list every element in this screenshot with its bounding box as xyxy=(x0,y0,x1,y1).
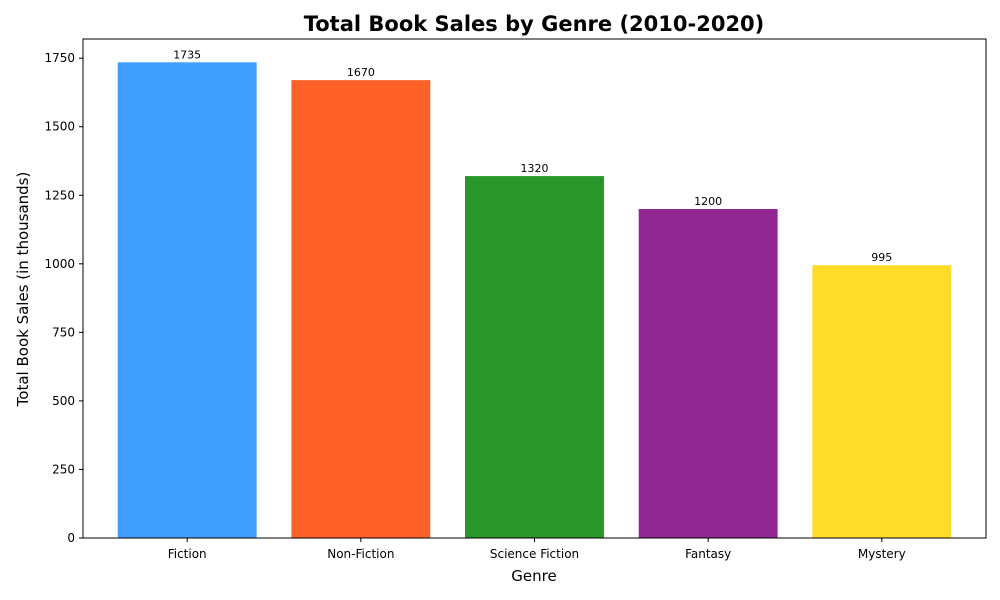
chart-title: Total Book Sales by Genre (2010-2020) xyxy=(304,12,765,36)
data-label: 1200 xyxy=(694,195,722,208)
x-tick-label: Fiction xyxy=(168,547,207,561)
plot-frame xyxy=(82,38,987,539)
x-tick-label: Science Fiction xyxy=(490,547,579,561)
bar-mystery xyxy=(812,265,952,538)
y-tick-label: 1500 xyxy=(44,120,75,134)
y-tick-label: 1000 xyxy=(44,257,75,271)
y-tick-label: 750 xyxy=(52,325,75,339)
x-tick-label: Non-Fiction xyxy=(327,547,394,561)
y-tick-label: 1750 xyxy=(44,51,75,65)
x-axis: Fiction Non-Fiction Science Fiction Fantasy… xyxy=(168,538,906,561)
data-label: 1320 xyxy=(521,162,549,175)
data-label: 1670 xyxy=(347,66,375,79)
bars-group xyxy=(117,62,952,539)
y-tick-label: 1250 xyxy=(44,188,75,202)
y-tick-label: 0 xyxy=(67,531,75,545)
x-tick-label: Mystery xyxy=(858,547,906,561)
x-tick-label: Fantasy xyxy=(685,547,731,561)
data-label: 1735 xyxy=(173,48,201,61)
x-axis-label: Genre xyxy=(511,567,556,585)
data-label: 995 xyxy=(871,251,892,264)
y-tick-label: 250 xyxy=(52,462,75,476)
y-axis-label: Total Book Sales (in thousands) xyxy=(14,172,32,408)
data-labels-group: 1735 1670 1320 1200 995 xyxy=(173,48,892,264)
bar-non-fiction xyxy=(291,80,431,538)
y-tick-label: 500 xyxy=(52,394,75,408)
bar-science-fiction xyxy=(465,176,604,539)
bar-fiction xyxy=(117,62,257,539)
y-axis: 0 250 500 750 1000 1250 1500 1750 xyxy=(44,51,83,545)
bar-fantasy xyxy=(638,208,778,538)
